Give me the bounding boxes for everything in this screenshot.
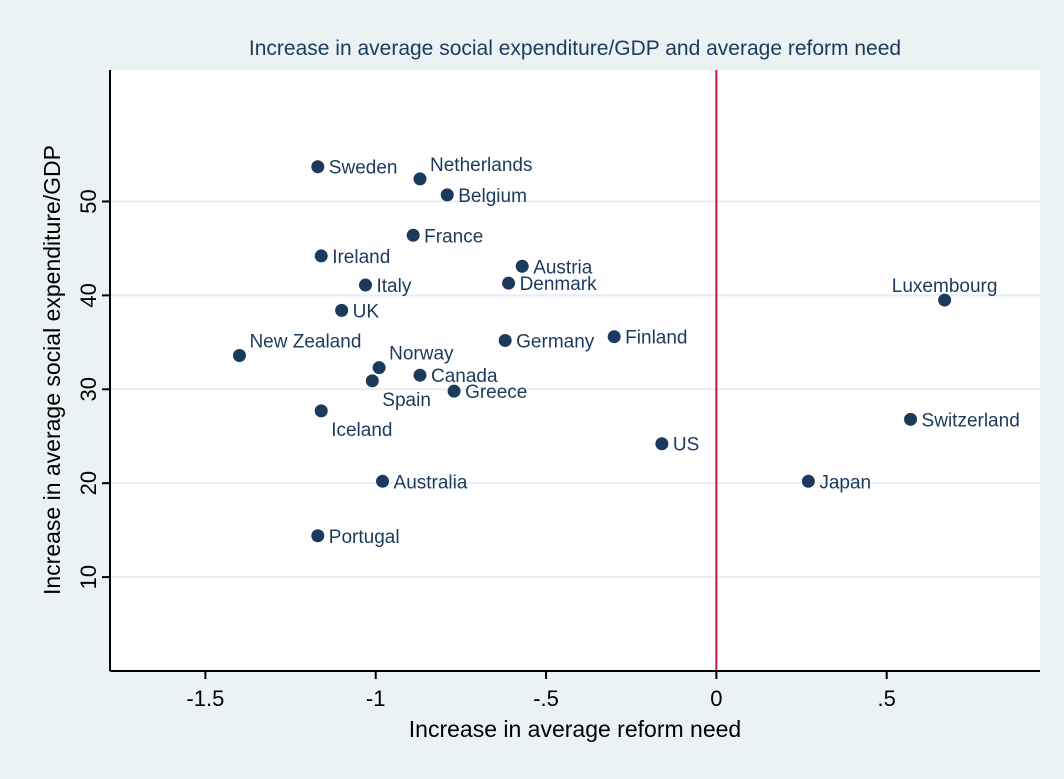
point-label-greece: Greece bbox=[465, 382, 527, 403]
point-greece bbox=[447, 384, 461, 398]
point-austria bbox=[515, 259, 529, 273]
chart-title: Increase in average social expenditure/G… bbox=[249, 37, 901, 60]
point-label-us: US bbox=[673, 435, 699, 456]
point-portugal bbox=[311, 529, 325, 543]
point-canada bbox=[413, 368, 427, 382]
point-label-sweden: Sweden bbox=[329, 158, 398, 179]
y-axis-label: Increase in average social expenditure/G… bbox=[39, 145, 65, 595]
point-label-france: France bbox=[424, 226, 483, 247]
point-italy bbox=[358, 278, 372, 292]
point-label-portugal: Portugal bbox=[329, 527, 400, 548]
x-tick-label: -1.5 bbox=[186, 686, 224, 711]
data-points: Sweden Netherlands Belgium France Ireland Aus… bbox=[232, 155, 1020, 548]
point-label-ireland: Ireland bbox=[332, 247, 390, 268]
point-label-austria: Austria bbox=[533, 257, 593, 278]
point-label-switzerland: Switzerland bbox=[922, 410, 1020, 431]
point-ireland bbox=[314, 249, 328, 263]
point-iceland bbox=[314, 404, 328, 418]
y-ticks: 10 20 30 40 50 bbox=[76, 189, 110, 589]
point-label-new-zealand: New Zealand bbox=[249, 331, 361, 352]
gridlines bbox=[110, 200, 1040, 579]
point-new-zealand bbox=[232, 348, 246, 362]
point-spain bbox=[365, 374, 379, 388]
point-label-japan: Japan bbox=[819, 472, 871, 493]
point-norway bbox=[372, 361, 386, 375]
point-label-canada: Canada bbox=[431, 366, 498, 387]
point-australia bbox=[376, 474, 390, 488]
point-denmark bbox=[502, 276, 516, 290]
point-switzerland bbox=[904, 412, 918, 426]
point-label-uk: UK bbox=[353, 301, 380, 322]
y-tick-label: 20 bbox=[76, 471, 101, 495]
point-germany bbox=[498, 333, 512, 347]
point-label-denmark: Denmark bbox=[520, 274, 598, 295]
point-label-germany: Germany bbox=[516, 331, 595, 352]
x-axis-label: Increase in average reform need bbox=[409, 716, 741, 742]
point-finland bbox=[607, 330, 621, 344]
x-tick-label: -1 bbox=[366, 686, 386, 711]
plot-area bbox=[110, 70, 1040, 671]
y-tick-label: 30 bbox=[76, 377, 101, 401]
point-belgium bbox=[440, 188, 454, 202]
point-label-australia: Australia bbox=[394, 472, 468, 493]
point-luxembourg bbox=[938, 293, 952, 307]
y-tick-label: 40 bbox=[76, 283, 101, 307]
point-label-spain: Spain bbox=[382, 390, 431, 411]
point-label-netherlands: Netherlands bbox=[430, 155, 532, 176]
point-label-norway: Norway bbox=[389, 344, 454, 365]
point-label-italy: Italy bbox=[376, 276, 411, 297]
x-ticks: -1.5 -1 -.5 0 .5 bbox=[186, 671, 896, 711]
point-sweden bbox=[311, 160, 325, 174]
point-japan bbox=[801, 474, 815, 488]
x-tick-label: -.5 bbox=[533, 686, 559, 711]
x-tick-label: .5 bbox=[878, 686, 896, 711]
point-label-belgium: Belgium bbox=[458, 186, 527, 207]
point-label-finland: Finland bbox=[625, 328, 687, 349]
x-tick-label: 0 bbox=[710, 686, 722, 711]
point-us bbox=[655, 437, 669, 451]
y-tick-label: 10 bbox=[76, 565, 101, 589]
point-uk bbox=[335, 303, 349, 317]
y-tick-label: 50 bbox=[76, 189, 101, 213]
point-label-iceland: Iceland bbox=[331, 420, 392, 441]
point-netherlands bbox=[413, 172, 427, 186]
point-france bbox=[406, 228, 420, 242]
point-label-luxembourg: Luxembourg bbox=[892, 276, 998, 297]
